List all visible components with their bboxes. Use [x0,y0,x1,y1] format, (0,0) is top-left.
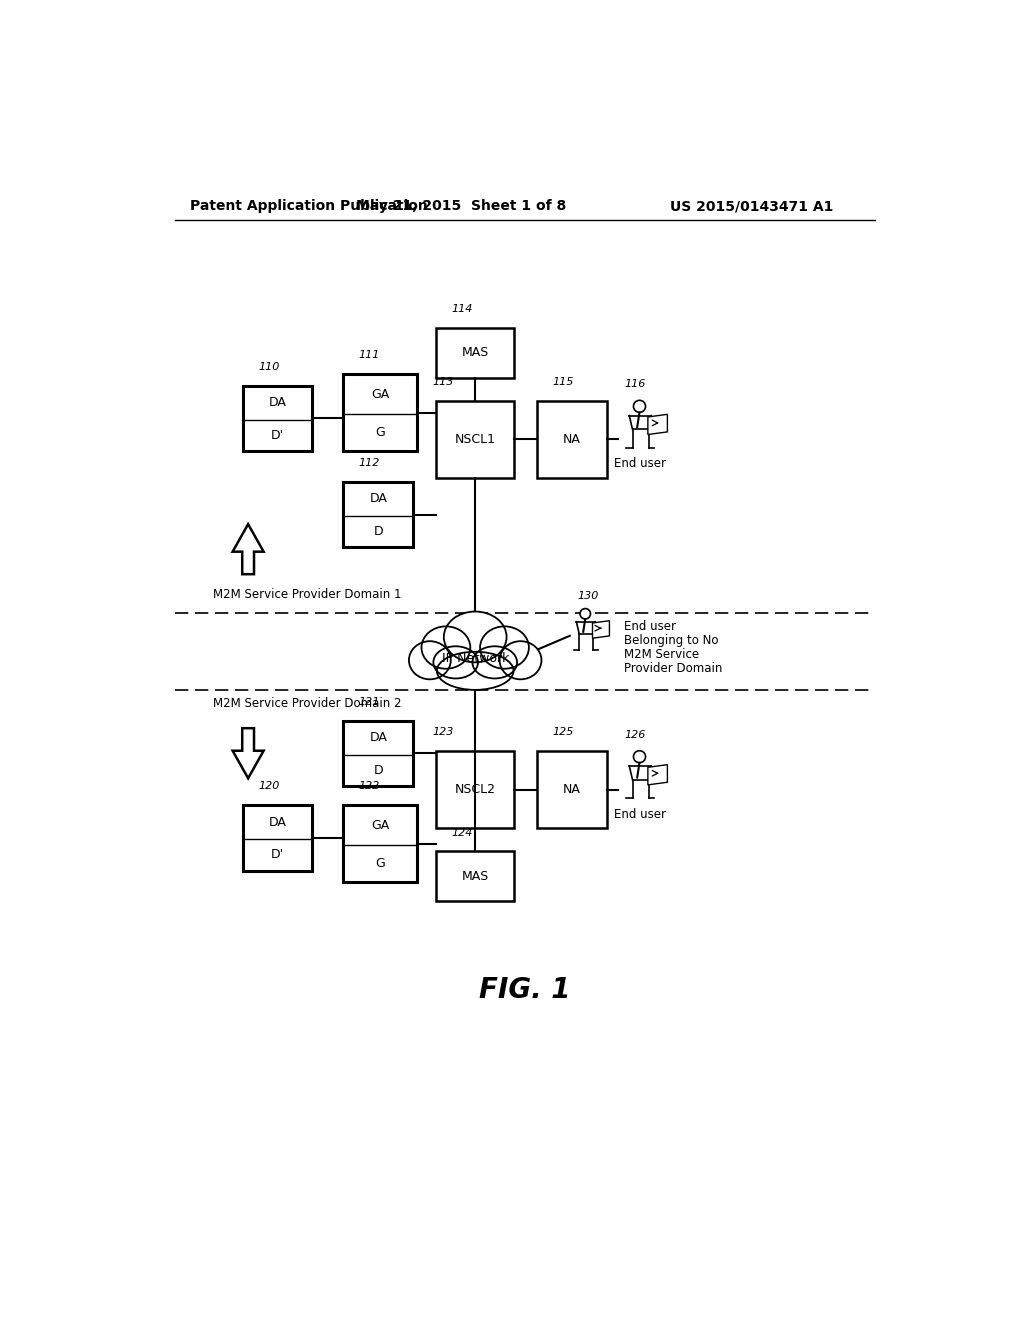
Bar [538,751,607,829]
Text: 113: 113 [432,378,454,387]
Text: D': D' [271,849,284,862]
Text: D: D [374,764,383,776]
Bar [538,401,607,478]
Polygon shape [648,414,668,434]
Text: IP Network: IP Network [441,652,509,665]
Text: May 21, 2015  Sheet 1 of 8: May 21, 2015 Sheet 1 of 8 [356,199,566,213]
Ellipse shape [422,627,470,669]
Text: MAS: MAS [462,346,488,359]
Text: DA: DA [268,396,287,409]
Text: NA: NA [563,783,581,796]
Text: Belonging to No: Belonging to No [624,635,719,647]
Text: 123: 123 [432,727,454,738]
Text: G: G [376,426,385,440]
Text: DA: DA [268,816,287,829]
Ellipse shape [433,647,478,678]
Text: 130: 130 [578,591,599,601]
Text: 122: 122 [359,781,380,792]
Text: NSCL1: NSCL1 [455,433,496,446]
Bar [436,751,514,829]
Ellipse shape [443,611,507,663]
Text: FIG. 1: FIG. 1 [479,975,570,1005]
Text: M2M Service Provider Domain 2: M2M Service Provider Domain 2 [213,697,401,710]
Text: DA: DA [370,492,387,506]
Bar [436,851,514,902]
Ellipse shape [500,642,542,680]
Text: 121: 121 [359,697,380,706]
Text: Provider Domain: Provider Domain [624,663,722,675]
Text: NA: NA [563,433,581,446]
Text: DA: DA [370,731,387,744]
Ellipse shape [480,627,529,669]
Text: 115: 115 [553,378,574,387]
Ellipse shape [472,647,517,678]
Ellipse shape [409,642,451,680]
Bar [343,721,414,785]
Text: Patent Application Publication: Patent Application Publication [190,199,428,213]
Text: 112: 112 [359,458,380,469]
Text: M2M Service Provider Domain 1: M2M Service Provider Domain 1 [213,589,401,601]
Text: 124: 124 [452,828,473,837]
Bar [343,482,414,548]
Text: GA: GA [371,818,389,832]
Circle shape [634,751,645,763]
Ellipse shape [437,652,514,690]
Text: 116: 116 [624,379,645,389]
Text: 111: 111 [359,350,380,360]
Text: M2M Service: M2M Service [624,648,699,661]
Circle shape [634,400,645,412]
Text: D': D' [271,429,284,442]
Text: End user: End user [613,457,666,470]
Text: 126: 126 [624,730,645,739]
Text: 120: 120 [258,781,280,792]
Polygon shape [648,764,668,785]
Text: 125: 125 [553,727,574,738]
Bar [436,401,514,478]
Bar [243,385,312,451]
Polygon shape [593,620,609,638]
Circle shape [580,609,591,619]
Text: US 2015/0143471 A1: US 2015/0143471 A1 [671,199,834,213]
Text: 110: 110 [258,362,280,372]
Text: 114: 114 [452,304,473,314]
Text: End user: End user [613,808,666,821]
Bar [343,805,417,882]
Text: NSCL2: NSCL2 [455,783,496,796]
Text: MAS: MAS [462,870,488,883]
Text: GA: GA [371,388,389,400]
Bar [243,805,312,871]
Text: End user: End user [624,620,676,634]
Text: D: D [374,525,383,539]
Text: G: G [376,857,385,870]
Polygon shape [232,524,263,574]
Bar [436,327,514,378]
Polygon shape [232,729,263,779]
Bar [343,374,417,451]
